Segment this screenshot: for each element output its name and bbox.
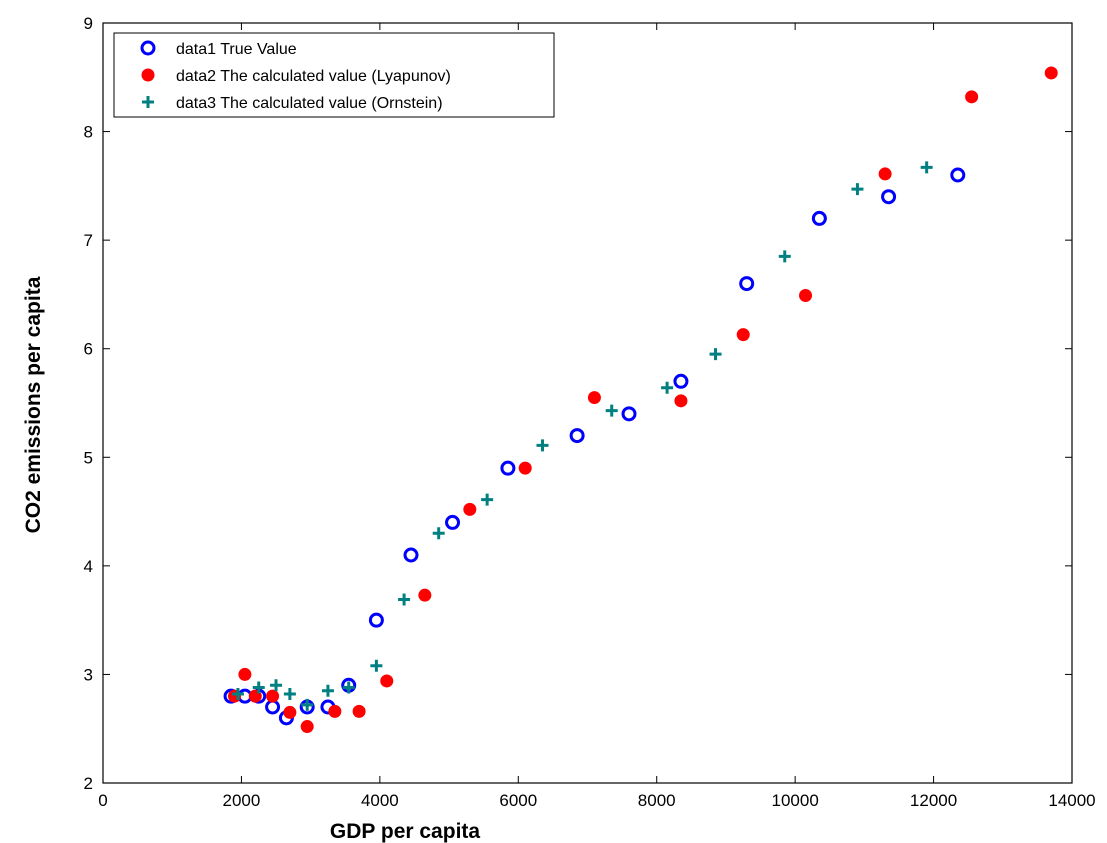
series-2-point [518, 461, 532, 475]
y-tick-label: 3 [84, 665, 93, 684]
legend-label-2: data2 The calculated value (Lyapunov) [176, 68, 451, 85]
x-tick-label: 0 [98, 791, 107, 810]
series-3-point [301, 698, 314, 711]
series-2-point [238, 667, 252, 681]
series-1-point [673, 373, 689, 389]
series-1-point [739, 276, 755, 292]
x-tick-label: 2000 [223, 791, 261, 810]
series-2-point [283, 705, 297, 719]
y-tick-label: 9 [84, 14, 93, 33]
series-1-point [500, 460, 516, 476]
legend-marker-2 [141, 68, 155, 82]
series-1-point [811, 210, 827, 226]
series-3-point [283, 687, 296, 700]
series-3-point [536, 439, 549, 452]
axes [102, 22, 1073, 784]
legend-entries: data1 True Value data2 The calculated val… [140, 40, 451, 112]
y-tick-label: 5 [84, 448, 93, 467]
series-1-point [621, 406, 637, 422]
legend: data1 True Value data2 The calculated val… [113, 32, 555, 118]
series-1-point [569, 428, 585, 444]
series-2-point [965, 90, 979, 104]
series-1-point [950, 167, 966, 183]
series-3-point [342, 681, 355, 694]
x-tick-label: 6000 [499, 791, 537, 810]
series-2-point [878, 167, 892, 181]
data-points [223, 66, 1058, 734]
y-tick-label: 8 [84, 123, 93, 142]
y-axis-label: CO2 emissions per capita [22, 276, 45, 533]
plot-frame [102, 22, 1073, 784]
series-1-point [265, 699, 281, 715]
series-2-point [587, 391, 601, 405]
y-tick-label: 2 [84, 774, 93, 793]
y-tick-label: 7 [84, 231, 93, 250]
series-3-point [661, 381, 674, 394]
series-3-point [709, 348, 722, 361]
series-1-point [368, 612, 384, 628]
x-tick-label: 4000 [361, 791, 399, 810]
series-2-point [380, 674, 394, 688]
series-1-point [403, 547, 419, 563]
series-2-point [463, 502, 477, 516]
series-3-point [432, 527, 445, 540]
series-3-point [605, 404, 618, 417]
legend-label-1: data1 True Value [176, 41, 297, 58]
series-2-point [799, 289, 813, 303]
series-3-point [370, 659, 383, 672]
series-3-point [252, 681, 265, 694]
series-2-point [352, 704, 366, 718]
x-tick-label: 10000 [772, 791, 819, 810]
series-3-point [398, 593, 411, 606]
series-2-point [266, 689, 280, 703]
legend-marker-1 [140, 40, 156, 56]
y-tick-label: 6 [84, 340, 93, 359]
series-3-point [321, 684, 334, 697]
series-2-point [674, 394, 688, 408]
x-axis-label: GDP per capita [330, 820, 480, 843]
x-tick-label: 8000 [638, 791, 676, 810]
series-3-point [270, 679, 283, 692]
series-2-point [300, 720, 314, 734]
series-2-point [328, 704, 342, 718]
series-2 [228, 66, 1058, 734]
legend-box [113, 32, 555, 118]
axis-ticks: 0 2000 4000 6000 8000 10000 12000 14000 2 3 4 5 6 7 8 9 [84, 14, 1096, 810]
series-3-point [481, 493, 494, 506]
series-3 [231, 161, 933, 711]
series-3-point [778, 250, 791, 263]
x-tick-label: 12000 [910, 791, 957, 810]
series-1 [223, 167, 966, 726]
legend-marker-3 [142, 96, 154, 108]
series-1-point [881, 189, 897, 205]
series-2-point [418, 588, 432, 602]
series-2-point [736, 328, 750, 342]
legend-label-3: data3 The calculated value (Ornstein) [176, 95, 443, 112]
y-tick-label: 4 [84, 557, 93, 576]
x-tick-label: 14000 [1048, 791, 1095, 810]
series-3-point [851, 183, 864, 196]
series-1-point [445, 514, 461, 530]
series-2-point [1044, 66, 1058, 80]
series-3-point [920, 161, 933, 174]
series-3-point [231, 687, 244, 700]
